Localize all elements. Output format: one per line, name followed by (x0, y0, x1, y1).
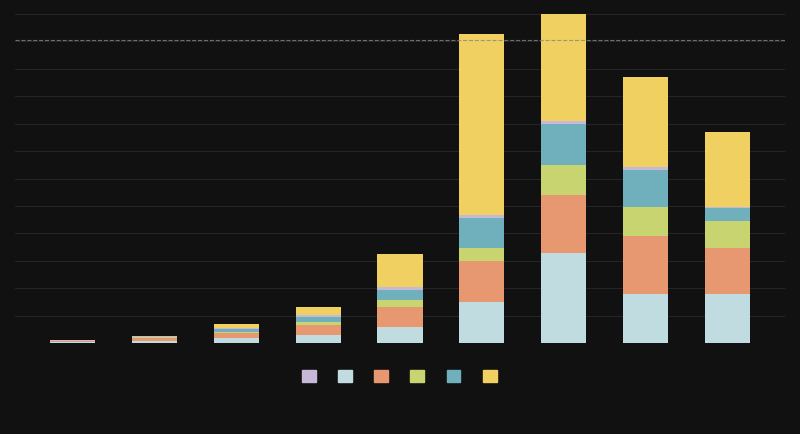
Bar (214, 328, 258, 329)
Bar (623, 237, 668, 294)
Bar (459, 35, 504, 215)
Bar (296, 335, 341, 343)
Bar (50, 342, 95, 343)
Bar (459, 215, 504, 219)
Legend: , , , , , : , , , , , (302, 370, 498, 384)
Bar (459, 302, 504, 343)
Bar (542, 125, 586, 166)
Bar (296, 307, 341, 316)
Bar (542, 122, 586, 125)
Bar (214, 333, 258, 339)
Bar (50, 341, 95, 342)
Bar (705, 207, 750, 209)
Bar (296, 322, 341, 326)
Bar (378, 255, 422, 288)
Bar (214, 332, 258, 333)
Bar (378, 291, 422, 301)
Bar (623, 77, 668, 168)
Bar (378, 288, 422, 291)
Bar (378, 307, 422, 327)
Bar (623, 207, 668, 237)
Bar (459, 248, 504, 261)
Bar (132, 337, 177, 338)
Bar (296, 316, 341, 317)
Bar (623, 171, 668, 207)
Bar (542, 253, 586, 343)
Bar (214, 339, 258, 343)
Bar (542, 166, 586, 196)
Bar (623, 168, 668, 171)
Bar (705, 133, 750, 207)
Bar (132, 341, 177, 343)
Bar (132, 338, 177, 339)
Bar (542, 196, 586, 253)
Bar (705, 248, 750, 294)
Bar (378, 301, 422, 307)
Bar (378, 327, 422, 343)
Bar (214, 329, 258, 332)
Bar (623, 294, 668, 343)
Bar (132, 339, 177, 341)
Bar (50, 340, 95, 341)
Bar (296, 326, 341, 335)
Bar (214, 325, 258, 328)
Bar (459, 219, 504, 248)
Bar (705, 222, 750, 248)
Bar (459, 261, 504, 302)
Bar (296, 317, 341, 322)
Bar (132, 336, 177, 337)
Bar (542, 15, 586, 122)
Bar (705, 209, 750, 222)
Bar (705, 294, 750, 343)
